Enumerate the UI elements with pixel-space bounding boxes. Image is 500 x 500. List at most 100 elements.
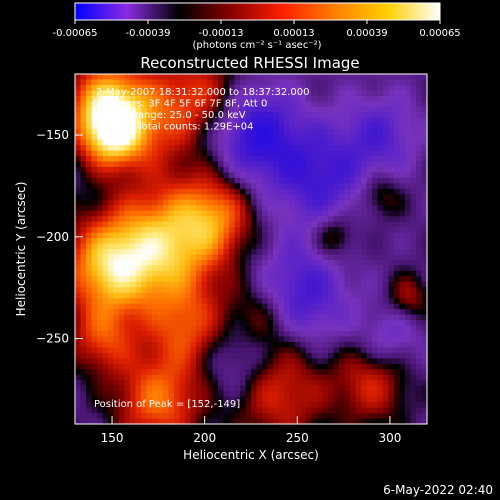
heatmap-cell [91,106,98,113]
heatmap-cell [333,194,340,201]
heatmap-cell [168,352,175,359]
heatmap-cell [311,254,318,261]
heatmap-cell [333,145,340,152]
heatmap-cell [328,128,335,135]
heatmap-cell [350,391,357,398]
heatmap-cell [399,391,406,398]
heatmap-cell [229,352,236,359]
heatmap-cell [421,128,428,135]
heatmap-cell [168,134,175,141]
heatmap-cell [405,188,412,195]
heatmap-cell [366,341,373,349]
heatmap-cell [108,150,115,157]
heatmap-cell [405,145,412,152]
heatmap-cell [229,74,236,81]
heatmap-cell [218,183,225,190]
heatmap-cell [284,161,291,168]
heatmap-cell [377,188,384,195]
heatmap-cell [212,385,219,392]
heatmap-cell [146,79,153,86]
heatmap-cell [212,128,219,135]
heatmap-cell [405,276,412,283]
heatmap-cell [108,259,115,267]
heatmap-cell [300,227,307,234]
heatmap-cell [317,172,324,179]
heatmap-cell [339,161,346,168]
heatmap-cell [339,391,346,398]
heatmap-cell [306,341,313,349]
plot-frame [74,73,428,425]
heatmap-cell [240,265,247,272]
heatmap-cell [91,210,98,217]
heatmap-cell [300,341,307,349]
heatmap-cell [97,172,104,179]
heatmap-cell [361,265,368,272]
heatmap-cell [152,79,159,86]
heatmap-cell [174,95,181,102]
heatmap-cell [185,325,192,332]
heatmap-cell [212,161,219,168]
heatmap-cell [366,314,373,321]
heatmap-cell [245,150,252,157]
heatmap-cell [350,150,357,157]
heatmap-cell [75,259,82,267]
heatmap-cell [262,177,269,184]
heatmap-cell [229,347,236,354]
heatmap-cell [141,298,148,305]
heatmap-cell [108,74,115,81]
heatmap-cell [256,134,263,141]
heatmap-cell [328,391,335,398]
heatmap-cell [174,106,181,113]
heatmap-cell [383,95,390,102]
heatmap-cell [251,369,258,376]
heatmap-cell [240,232,247,239]
heatmap-cell [306,380,313,387]
heatmap-cell [130,123,137,130]
heatmap-cell [344,90,351,97]
heatmap-cell [273,177,280,184]
heatmap-cell [322,238,329,245]
heatmap-cell [223,227,230,234]
heatmap-cell [218,418,225,425]
heatmap-cell [372,270,379,277]
heatmap-cell [306,358,313,365]
heatmap-cell [234,84,241,92]
heatmap-cell [350,249,357,256]
heatmap-cell [146,134,153,141]
heatmap-cell [278,254,285,261]
heatmap-cell [251,413,258,420]
heatmap-cell [394,216,401,223]
heatmap-cell [108,177,115,184]
heatmap-cell [146,194,153,201]
heatmap-cell [300,281,307,288]
heatmap-cell [377,320,384,327]
heatmap-cell [135,347,142,354]
heatmap-cell [421,396,428,403]
heatmap-cell [421,341,428,349]
heatmap-cell [377,309,384,316]
heatmap-cell [372,150,379,157]
heatmap-cell [245,358,252,365]
heatmap-cell [196,172,203,179]
heatmap-cell [86,363,93,370]
heatmap-cell [75,227,82,234]
heatmap-cell [416,396,423,403]
heatmap-cell [251,166,258,174]
heatmap-cell [339,227,346,234]
heatmap-cell [421,74,428,81]
heatmap-cell [273,139,280,146]
heatmap-cell [207,128,214,135]
heatmap-cell [344,341,351,349]
heatmap-cell [306,161,313,168]
heatmap-cell [80,106,87,113]
heatmap-cell [383,227,390,234]
heatmap-cell [361,134,368,141]
heatmap-cell [328,276,335,283]
heatmap-cell [273,216,280,223]
heatmap-cell [218,254,225,261]
heatmap-cell [278,205,285,212]
heatmap-cell [256,418,263,425]
heatmap-cell [383,161,390,168]
heatmap-cell [135,123,142,130]
heatmap-cell [229,303,236,310]
